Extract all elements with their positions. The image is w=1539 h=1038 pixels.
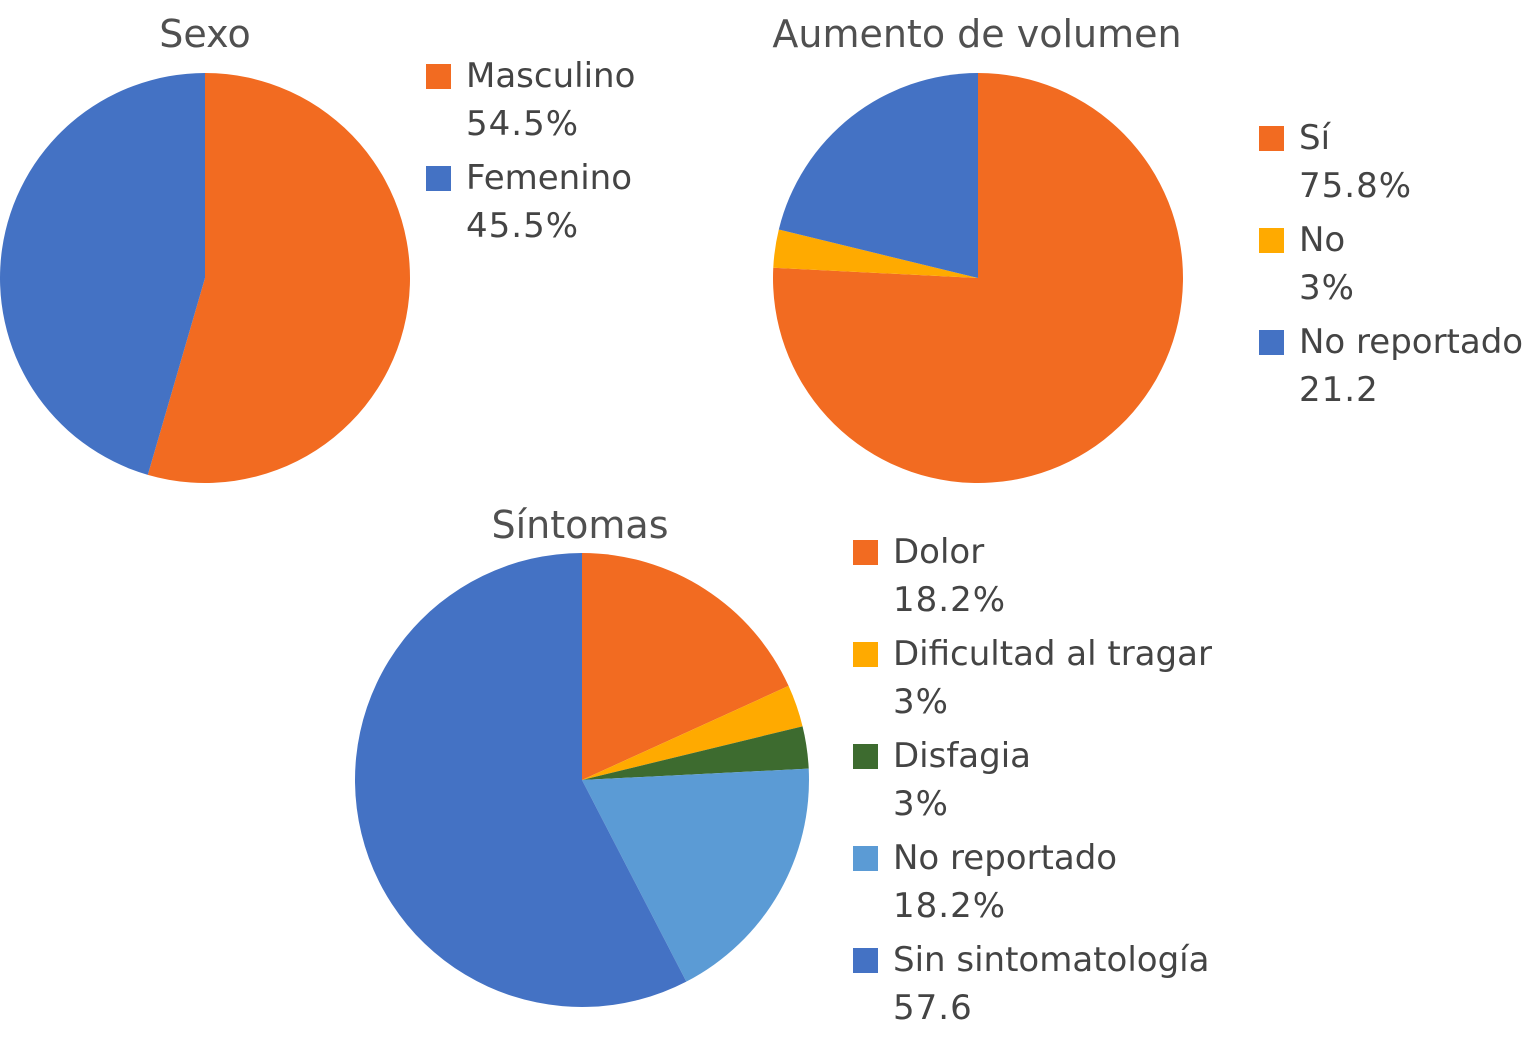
- legend-label: Sí: [1299, 118, 1331, 158]
- legend-label: Masculino: [466, 56, 636, 96]
- legend-value: 3%: [893, 682, 949, 722]
- legend-label: Dificultad al tragar: [893, 634, 1212, 674]
- legend-value: 75.8%: [1299, 166, 1413, 206]
- pie-slice-masculino: [147, 73, 411, 484]
- legend-swatch: [1259, 228, 1284, 253]
- legend-swatch: [853, 642, 878, 667]
- legend-swatch: [426, 166, 451, 191]
- legend-sintomas: Dolor 18.2% Dificultad al tragar 3% Disfagia…: [853, 528, 1212, 1038]
- legend-label: No reportado: [1299, 322, 1524, 362]
- legend-label: Dolor: [893, 532, 985, 572]
- legend-entry-no-reportado: No reportado 18.2%: [853, 834, 1212, 930]
- legend-entry-masculino: Masculino 54.5%: [426, 52, 635, 148]
- pie-slice-dificultad-al-tragar: [582, 685, 803, 780]
- legend-entry-si: Sí 75.8%: [1259, 114, 1523, 210]
- legend-entry-disfagia: Disfagia 3%: [853, 732, 1212, 828]
- legend-entry-no-reportado: No reportado 21.2: [1259, 318, 1523, 414]
- legend-value: 21.2: [1299, 370, 1379, 410]
- pie-slice-femenino: [0, 73, 206, 475]
- legend-label: Disfagia: [893, 736, 1032, 776]
- pie-slice-no-reportado: [582, 768, 809, 982]
- legend-entry-dificultad-al-tragar: Dificultad al tragar 3%: [853, 630, 1212, 726]
- pie-slice-no: [773, 229, 978, 278]
- legend-value: 54.5%: [466, 104, 580, 144]
- legend-swatch: [426, 64, 451, 89]
- legend-entry-no: No 3%: [1259, 216, 1523, 312]
- legend-label: Sin sintomatología: [893, 940, 1210, 980]
- chart-title-aumento-volumen: Aumento de volumen: [772, 12, 1182, 56]
- pie-chart-aumento-volumen: [773, 73, 1183, 483]
- legend-label: No reportado: [893, 838, 1118, 878]
- legend-swatch: [1259, 126, 1284, 151]
- chart-title-sintomas: Síntomas: [491, 503, 669, 547]
- legend-sexo: Masculino 54.5% Femenino 45.5%: [426, 52, 635, 256]
- pie-slice-sin-sintomatologia: [354, 553, 687, 1007]
- legend-swatch: [853, 846, 878, 871]
- legend-entry-femenino: Femenino 45.5%: [426, 154, 635, 250]
- legend-aumento-volumen: Sí 75.8% No 3% No reportado 21.2: [1259, 114, 1523, 420]
- pie-slice-disfagia: [582, 726, 809, 780]
- chart-title-sexo: Sexo: [159, 12, 251, 56]
- legend-label: No: [1299, 220, 1346, 260]
- legend-swatch: [853, 948, 878, 973]
- pie-chart-sintomas: [354, 553, 809, 1007]
- pie-slice-no-reportado: [778, 73, 978, 278]
- legend-label: Femenino: [466, 158, 632, 198]
- legend-value: 3%: [893, 784, 949, 824]
- pie-chart-sexo: [0, 73, 411, 484]
- legend-swatch: [853, 744, 878, 769]
- legend-value: 57.6: [893, 988, 973, 1028]
- legend-value: 3%: [1299, 268, 1355, 308]
- legend-value: 45.5%: [466, 206, 580, 246]
- legend-value: 18.2%: [893, 580, 1007, 620]
- legend-swatch: [1259, 330, 1284, 355]
- legend-value: 18.2%: [893, 886, 1007, 926]
- legend-entry-sin-sintomatologia: Sin sintomatología 57.6: [853, 936, 1212, 1032]
- legend-entry-dolor: Dolor 18.2%: [853, 528, 1212, 624]
- legend-swatch: [853, 540, 878, 565]
- pie-slice-dolor: [582, 553, 789, 780]
